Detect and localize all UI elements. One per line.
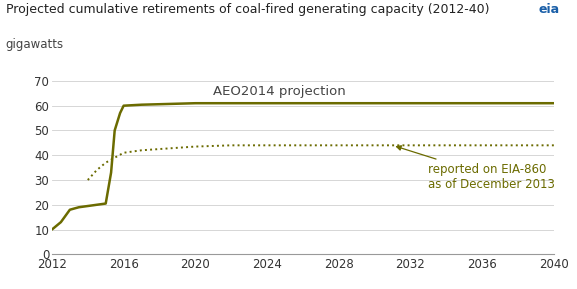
Text: eia: eia <box>538 3 560 16</box>
Text: reported on EIA-860
as of December 2013: reported on EIA-860 as of December 2013 <box>396 146 555 191</box>
Text: AEO2014 projection: AEO2014 projection <box>213 85 346 98</box>
Text: gigawatts: gigawatts <box>6 38 64 51</box>
Text: Projected cumulative retirements of coal-fired generating capacity (2012-40): Projected cumulative retirements of coal… <box>6 3 489 16</box>
